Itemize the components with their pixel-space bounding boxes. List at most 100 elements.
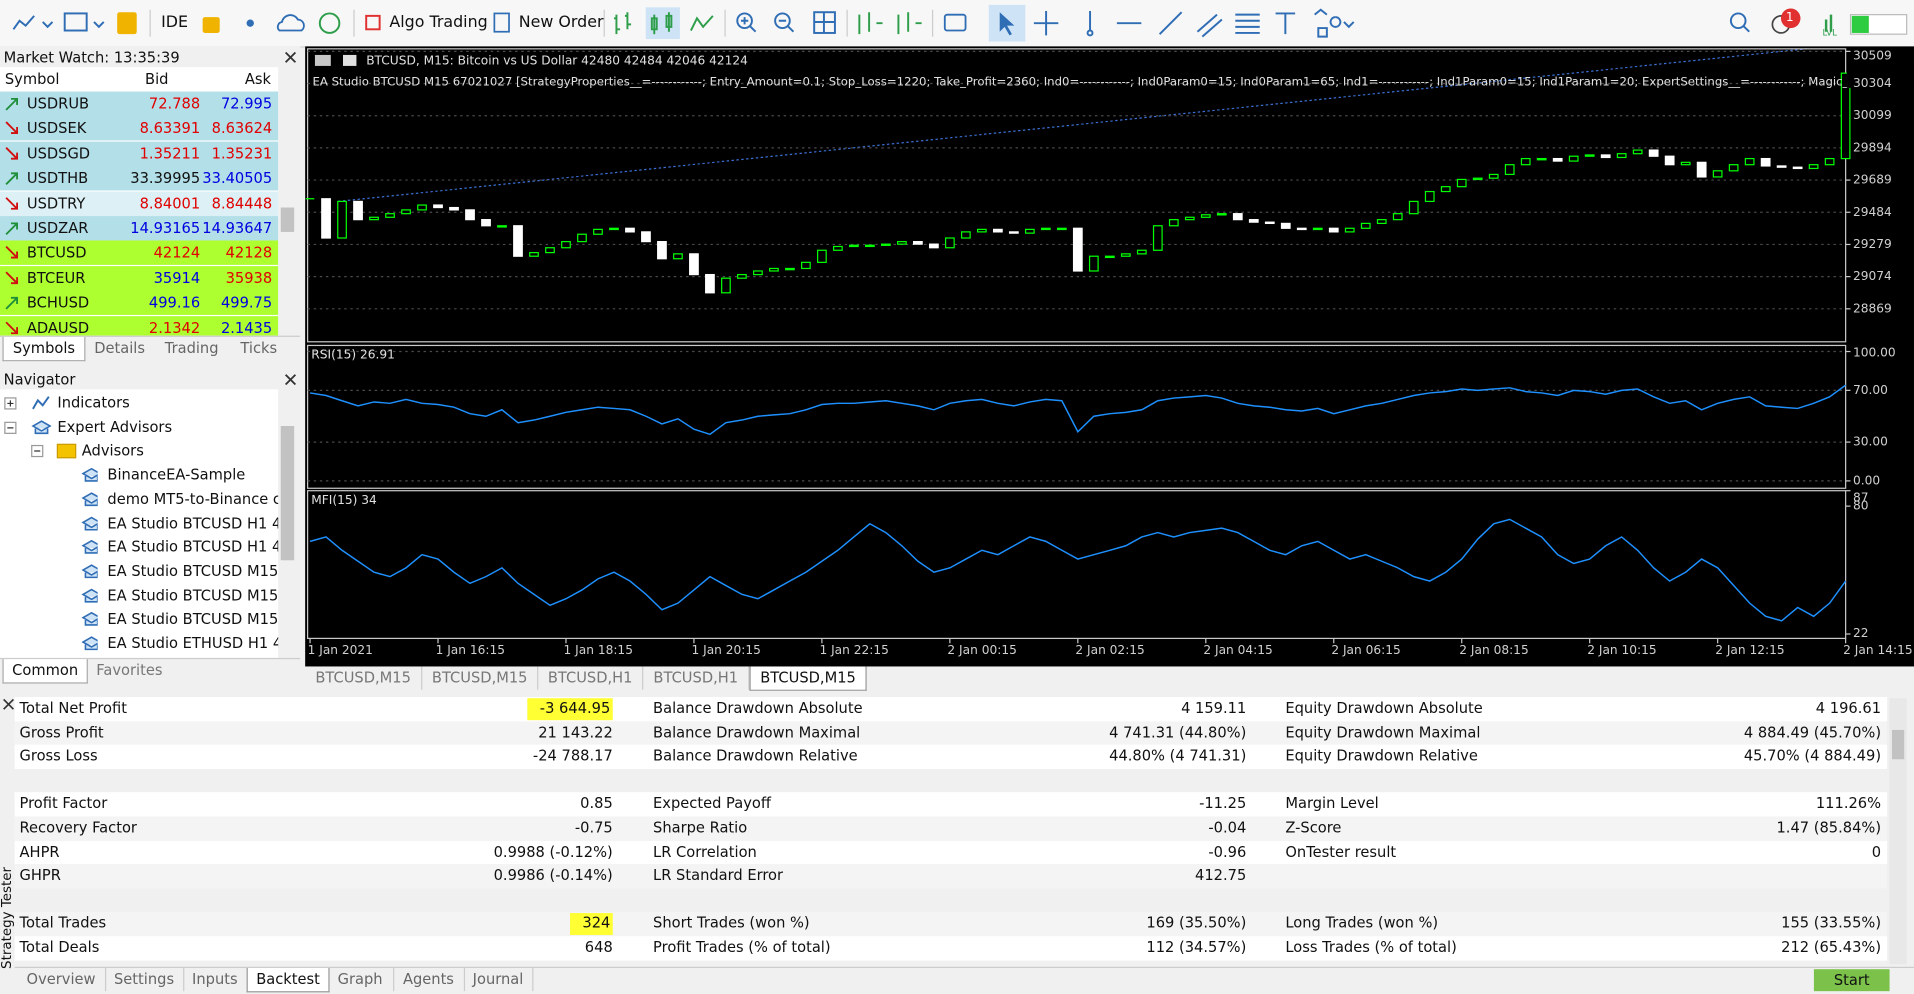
tree-label[interactable]: EA Studio BTCUSD M15 2	[107, 562, 279, 580]
close-button[interactable]	[283, 50, 298, 65]
icon-dropdown[interactable]	[1343, 21, 1355, 29]
icon-screenshot[interactable]	[943, 13, 967, 32]
icon-zoom-in[interactable]	[736, 12, 753, 30]
symbol[interactable]: USDZAR	[26, 219, 89, 237]
tab[interactable]: Ticks	[240, 339, 278, 357]
chart-tab[interactable]: BTCUSD,H1	[643, 666, 750, 690]
tester-tab[interactable]: Agents	[393, 967, 466, 992]
symbol-row[interactable]: USDSEK 8.63391 8.63624	[0, 116, 279, 143]
symbol-row[interactable]: USDRUB 72.788 72.995	[0, 91, 279, 118]
symbol-row[interactable]: ADAUSD 2.1342 2.1435	[0, 315, 279, 336]
icon-cursor[interactable]	[999, 12, 1015, 36]
chart-tab[interactable]: BTCUSD,H1	[538, 666, 644, 690]
new-order-button[interactable]: New Order	[518, 13, 604, 32]
icon-bars[interactable]	[613, 12, 632, 35]
tree-label[interactable]: EA Studio ETHUSD H1 48	[107, 634, 279, 652]
scrollbar[interactable]	[278, 389, 297, 658]
scrollbar[interactable]	[278, 67, 297, 336]
icon-market[interactable]	[117, 12, 137, 35]
tester-tab[interactable]: Journal	[464, 967, 534, 992]
tree-label[interactable]: EA Studio BTCUSD M15 6	[107, 586, 279, 604]
icon-line[interactable]	[690, 15, 714, 31]
tab[interactable]: Common	[2, 659, 88, 684]
icon-text[interactable]	[1275, 12, 1296, 35]
tree-item[interactable]: EA Studio BTCUSD M15 9	[0, 608, 278, 631]
scroll-thumb[interactable]	[1892, 729, 1905, 760]
tree-item[interactable]: EA Studio BTCUSD H1 48	[0, 536, 278, 559]
ide-button[interactable]: IDE	[161, 13, 189, 32]
chart-tab[interactable]: BTCUSD,M15	[749, 666, 867, 691]
tree-label[interactable]: Advisors	[81, 442, 144, 460]
icon-signals[interactable]	[246, 19, 254, 27]
icon-line-chart[interactable]	[12, 15, 35, 30]
tree-label[interactable]: EA Studio BTCUSD M15 9	[107, 610, 279, 628]
column-header[interactable]: Symbol	[4, 70, 60, 88]
icon-profiles[interactable]	[63, 12, 88, 32]
tree-label[interactable]: EA Studio BTCUSD H1 41	[107, 514, 279, 532]
icon-shift[interactable]	[897, 12, 922, 35]
icon-dropdown[interactable]	[93, 21, 105, 29]
scroll-thumb[interactable]	[280, 426, 295, 561]
symbol-row[interactable]: USDTHB 33.39995 33.40505	[0, 166, 279, 192]
icon-fibo[interactable]	[1235, 13, 1260, 34]
icon-new-order[interactable]	[493, 12, 510, 33]
icon-cloud[interactable]	[276, 14, 305, 32]
symbol[interactable]: ADAUSD	[26, 319, 90, 336]
symbol-row[interactable]: BTCEUR 35914 35938	[0, 265, 279, 292]
icon-vps[interactable]	[318, 12, 341, 34]
tree-label[interactable]: Expert Advisors	[57, 418, 173, 436]
tree-label[interactable]: EA Studio BTCUSD H1 48	[107, 538, 279, 556]
icon-algo-trading[interactable]	[365, 14, 381, 31]
tree-item[interactable]: EA Studio ETHUSD H1 48	[0, 632, 278, 655]
symbol-row[interactable]: BTCUSD 42124 42128	[0, 240, 279, 267]
tree-item[interactable]: EA Studio BTCUSD M15 6	[0, 584, 278, 607]
tree-item[interactable]: Advisors	[0, 440, 278, 463]
icon-trendline[interactable]	[1158, 11, 1183, 35]
chart-tab[interactable]: BTCUSD,M15	[305, 666, 423, 690]
scrollbar[interactable]	[1889, 698, 1907, 965]
tab[interactable]: Favorites	[96, 661, 163, 679]
symbol[interactable]: BTCUSD	[26, 244, 87, 262]
symbol[interactable]: USDRUB	[26, 95, 90, 113]
symbol[interactable]: USDSGD	[26, 145, 91, 163]
tester-tab[interactable]: Graph	[327, 967, 395, 992]
chart-tab[interactable]: BTCUSD,M15	[422, 666, 539, 690]
icon-dropdown[interactable]	[42, 21, 54, 29]
icon-zoom-out[interactable]	[774, 12, 791, 30]
tree-label[interactable]: Indicators	[57, 394, 130, 412]
tester-tab[interactable]: Backtest	[246, 967, 330, 993]
tree-item[interactable]: EA Studio BTCUSD H1 41	[0, 512, 278, 535]
tester-tab[interactable]: Inputs	[183, 967, 248, 992]
tree-item[interactable]: Indicators	[0, 392, 278, 415]
column-header[interactable]: Ask	[244, 70, 271, 88]
close-button[interactable]	[283, 372, 298, 387]
tab[interactable]: Trading	[164, 339, 219, 357]
symbol-row[interactable]: BCHUSD 499.16 499.75	[0, 290, 279, 317]
tree-label[interactable]: BinanceEA-Sample	[107, 466, 246, 484]
symbol[interactable]: USDTRY	[26, 194, 86, 212]
symbol[interactable]: USDSEK	[26, 120, 87, 138]
icon-candles[interactable]	[650, 12, 673, 35]
symbol[interactable]: BTCEUR	[26, 269, 86, 287]
symbol-row[interactable]: USDZAR 14.93165 14.93647	[0, 216, 279, 242]
symbol[interactable]: USDTHB	[26, 169, 89, 187]
icon-crosshair[interactable]	[1033, 10, 1059, 36]
tree-item[interactable]: BinanceEA-Sample	[0, 464, 278, 487]
tree-item[interactable]: demo MT5-to-Binance cr	[0, 488, 278, 511]
close-button[interactable]	[2, 698, 15, 710]
symbol-row[interactable]: USDTRY 8.84001 8.84448	[0, 191, 279, 217]
icon-channel[interactable]	[1196, 13, 1223, 38]
icon-lock[interactable]	[202, 17, 220, 33]
tree-item[interactable]: EA Studio BTCUSD M15 2	[0, 560, 278, 583]
column-header[interactable]: Bid	[145, 70, 169, 88]
icon-scroll[interactable]	[858, 12, 883, 35]
symbol[interactable]: BCHUSD	[26, 294, 90, 312]
tab[interactable]: Symbols	[2, 336, 86, 362]
tester-tab[interactable]: Settings	[105, 967, 185, 992]
icon-shapes[interactable]	[1314, 8, 1342, 38]
icon-search[interactable]	[1729, 12, 1747, 30]
scroll-thumb[interactable]	[280, 207, 295, 232]
algo-trading-button[interactable]: Algo Trading	[389, 13, 488, 32]
tree-label[interactable]: demo MT5-to-Binance cr	[107, 490, 279, 508]
symbol-row[interactable]: USDSGD 1.35211 1.35231	[0, 141, 279, 167]
